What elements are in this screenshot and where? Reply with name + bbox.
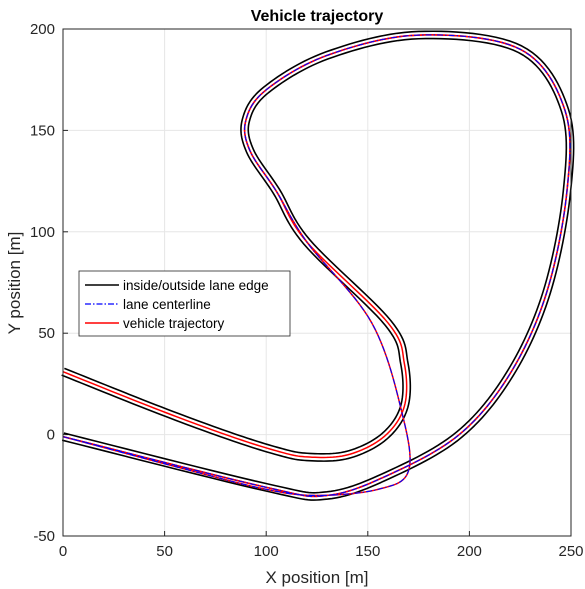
x-tick-labels: 0 50 100 150 200 250 bbox=[59, 543, 584, 560]
y-tick-label: 200 bbox=[30, 21, 55, 38]
y-axis-label: Y position [m] bbox=[5, 232, 24, 335]
y-tick-label: -50 bbox=[33, 528, 55, 545]
chart-title: Vehicle trajectory bbox=[251, 8, 384, 25]
x-tick-label: 200 bbox=[457, 543, 482, 560]
y-tick-labels: -50 0 50 100 150 200 bbox=[30, 21, 55, 545]
y-tick-label: 100 bbox=[30, 224, 55, 241]
x-tick-label: 50 bbox=[156, 543, 173, 560]
x-tick-label: 250 bbox=[558, 543, 583, 560]
series-inside-lane-edge bbox=[61, 37, 568, 494]
series-layer bbox=[61, 30, 575, 501]
series-outside-lane-edge bbox=[61, 30, 575, 501]
y-tick-label: 150 bbox=[30, 122, 55, 139]
x-axis-label: X position [m] bbox=[266, 568, 369, 587]
x-tick-label: 150 bbox=[355, 543, 380, 560]
x-tick-label: 0 bbox=[59, 543, 67, 560]
series-lane-centerline bbox=[62, 34, 571, 497]
y-tick-label: 50 bbox=[38, 325, 55, 342]
x-tick-label: 100 bbox=[254, 543, 279, 560]
legend-label-lane-edge: inside/outside lane edge bbox=[123, 278, 269, 293]
y-tick-label: 0 bbox=[47, 427, 55, 444]
legend-label-centerline: lane centerline bbox=[123, 297, 211, 312]
axes-box bbox=[62, 28, 572, 537]
legend: inside/outside lane edge lane centerline… bbox=[78, 270, 291, 337]
series-vehicle-trajectory-upper bbox=[62, 34, 571, 498]
legend-box bbox=[78, 270, 291, 337]
legend-label-trajectory: vehicle trajectory bbox=[123, 316, 225, 331]
plot-area bbox=[61, 28, 575, 537]
